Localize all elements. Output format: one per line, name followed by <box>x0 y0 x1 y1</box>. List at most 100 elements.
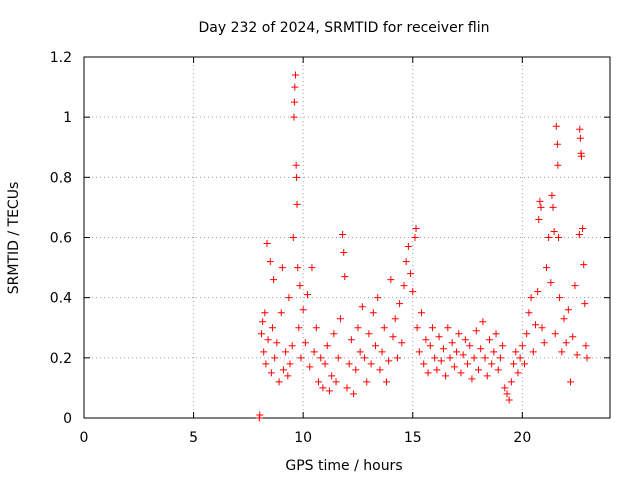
data-point <box>475 366 482 374</box>
data-point <box>422 336 430 344</box>
data-point <box>358 303 366 311</box>
data-point <box>537 203 545 211</box>
data-point <box>266 258 274 266</box>
data-point <box>363 378 371 386</box>
x-axis-ticks: 0 5 10 15 20 <box>80 57 531 446</box>
data-point <box>507 378 515 386</box>
data-point <box>576 134 584 142</box>
data-point <box>398 339 406 347</box>
data-point <box>540 339 548 347</box>
y-tick-label: 0.2 <box>50 351 72 367</box>
data-point <box>483 372 491 380</box>
data-point <box>376 366 384 374</box>
data-point <box>581 300 589 308</box>
data-point <box>315 378 323 386</box>
data-point <box>256 411 264 419</box>
data-point <box>258 330 266 338</box>
data-point <box>582 342 590 350</box>
data-point <box>525 309 533 317</box>
data-point <box>367 360 375 368</box>
data-point <box>365 330 373 338</box>
data-point <box>391 315 399 323</box>
data-point <box>371 342 379 350</box>
data-point <box>548 191 556 199</box>
data-point <box>490 348 498 356</box>
data-point <box>325 387 333 395</box>
data-point <box>409 288 417 296</box>
data-point <box>294 264 302 272</box>
data-point <box>330 330 338 338</box>
data-point <box>317 354 325 362</box>
data-point <box>328 372 336 380</box>
data-point <box>260 348 268 356</box>
data-point <box>437 357 445 365</box>
data-point <box>271 354 279 362</box>
data-point <box>402 258 410 266</box>
data-point <box>556 294 564 302</box>
data-point <box>291 71 299 79</box>
data-point <box>439 345 447 353</box>
x-tick-label: 15 <box>404 430 422 446</box>
data-point <box>288 342 296 350</box>
data-point <box>435 333 443 341</box>
data-point <box>412 224 420 232</box>
data-point <box>404 243 412 251</box>
y-tick-label: 1.2 <box>50 50 72 66</box>
data-point <box>575 230 583 238</box>
data-point <box>542 264 550 272</box>
data-point <box>308 264 316 272</box>
data-point <box>263 240 271 248</box>
data-point <box>275 378 283 386</box>
data-point <box>352 366 360 374</box>
x-axis-label: GPS time / hours <box>285 458 402 474</box>
data-point <box>579 224 587 232</box>
y-tick-label: 0 <box>63 411 72 427</box>
data-point <box>268 324 276 332</box>
data-point <box>286 360 294 368</box>
data-point <box>510 360 518 368</box>
data-point <box>516 354 524 362</box>
data-point <box>446 354 454 362</box>
data-point <box>347 336 355 344</box>
data-point <box>291 83 299 91</box>
chart-title: Day 232 of 2024, SRMTID for receiver fli… <box>199 20 490 36</box>
data-point <box>488 360 496 368</box>
data-point <box>583 354 591 362</box>
data-point <box>545 234 553 241</box>
data-point <box>580 261 588 269</box>
data-point <box>536 197 544 205</box>
data-point <box>415 348 423 356</box>
data-point <box>332 378 340 386</box>
data-point <box>387 276 395 284</box>
data-point <box>550 227 558 235</box>
data-point <box>552 122 560 130</box>
data-point <box>428 324 436 332</box>
y-tick-label: 0.4 <box>50 291 72 307</box>
data-point <box>578 152 586 160</box>
data-point <box>512 348 520 356</box>
data-point <box>284 372 292 380</box>
data-point <box>505 396 513 404</box>
data-point <box>554 234 562 241</box>
data-point <box>380 324 388 332</box>
data-point <box>285 294 293 302</box>
data-point <box>499 342 507 350</box>
data-point <box>292 161 300 169</box>
data-point <box>418 309 426 317</box>
data-point <box>289 234 297 241</box>
data-point <box>385 357 393 365</box>
data-point <box>361 354 369 362</box>
data-point <box>321 360 329 368</box>
data-point <box>534 288 542 296</box>
data-point <box>531 321 539 329</box>
data-point <box>529 348 537 356</box>
data-point <box>549 203 557 211</box>
data-point <box>297 354 305 362</box>
data-point <box>424 369 432 377</box>
data-point <box>433 366 441 374</box>
data-point <box>306 363 314 371</box>
data-point <box>523 330 531 338</box>
data-point <box>455 330 463 338</box>
data-point <box>431 354 439 362</box>
data-point <box>296 282 304 290</box>
